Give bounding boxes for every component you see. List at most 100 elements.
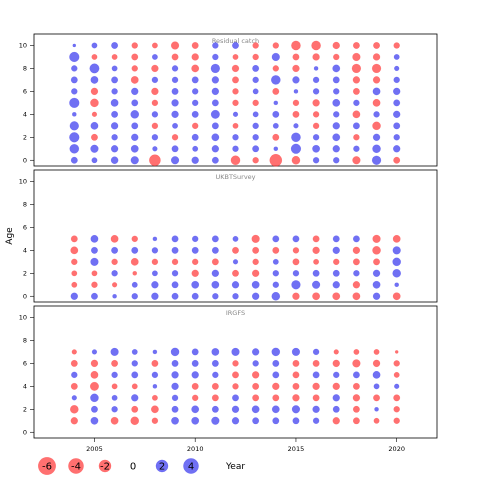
residual-bubble xyxy=(353,348,360,355)
residual-bubble xyxy=(232,394,239,402)
residual-bubble xyxy=(312,53,320,61)
residual-bubble xyxy=(312,371,320,379)
residual-bubble xyxy=(393,42,400,49)
residual-bubble xyxy=(211,269,220,277)
residual-bubble xyxy=(69,121,79,131)
residual-bubble xyxy=(333,111,340,118)
legend-label: -4 xyxy=(71,462,81,473)
residual-bubble xyxy=(373,258,380,266)
residual-bubble xyxy=(291,155,301,165)
residual-bubble xyxy=(91,42,98,49)
residual-bubble xyxy=(311,40,321,51)
panel-frame xyxy=(33,169,438,303)
residual-bubble xyxy=(332,292,341,301)
residual-bubble xyxy=(91,292,98,300)
residual-bubble xyxy=(191,405,200,414)
residual-bubble xyxy=(232,383,239,390)
residual-bubble xyxy=(131,42,138,49)
residual-bubble xyxy=(251,348,260,356)
residual-bubble xyxy=(71,281,78,288)
residual-bubble xyxy=(232,134,239,141)
residual-bubble xyxy=(90,98,99,108)
residual-bubble xyxy=(191,371,199,379)
residual-bubble xyxy=(170,41,180,50)
residual-bubble xyxy=(191,64,200,73)
residual-bubble xyxy=(232,235,239,242)
residual-bubble xyxy=(252,157,259,164)
residual-bubble xyxy=(171,258,179,266)
residual-bubble xyxy=(332,76,340,84)
residual-bubble xyxy=(392,257,401,267)
residual-bubble xyxy=(149,154,161,167)
residual-bubble xyxy=(192,145,199,152)
residual-bubble xyxy=(252,246,260,254)
residual-bubble xyxy=(232,99,239,107)
residual-bubble xyxy=(292,99,300,107)
residual-bubble xyxy=(393,99,401,107)
y-tick-label: 0 xyxy=(23,428,27,436)
residual-bubble xyxy=(272,258,279,265)
residual-bubble xyxy=(332,64,341,73)
residual-bubble xyxy=(90,257,99,266)
legend-bubble xyxy=(38,457,56,475)
y-tick-label: 10 xyxy=(19,177,27,185)
residual-bubble xyxy=(70,156,78,164)
residual-bubble xyxy=(252,134,259,141)
residual-bubble xyxy=(251,269,260,277)
residual-bubble xyxy=(70,359,78,367)
residual-bubble xyxy=(353,99,360,107)
residual-bubble xyxy=(292,110,300,118)
residual-bubble xyxy=(313,66,319,71)
residual-bubble xyxy=(272,133,280,141)
residual-bubble xyxy=(151,247,159,254)
residual-bubble xyxy=(151,359,159,367)
residual-bubble xyxy=(90,393,99,403)
residual-bubble xyxy=(130,156,139,165)
residual-bubble xyxy=(171,145,179,153)
residual-bubble xyxy=(271,347,281,357)
residual-bubble xyxy=(211,87,220,96)
residual-bubble xyxy=(272,281,279,288)
residual-bubble xyxy=(393,76,400,84)
residual-bubble xyxy=(131,53,139,61)
residual-bubble xyxy=(312,394,320,402)
residual-bubble xyxy=(352,76,361,84)
residual-bubble xyxy=(191,122,199,130)
residual-bubble xyxy=(72,112,77,117)
residual-bubble xyxy=(252,111,259,118)
residual-bubble xyxy=(211,122,219,130)
residual-bubble xyxy=(393,54,400,60)
y-tick-label: 0 xyxy=(23,292,27,300)
residual-bubble xyxy=(292,53,300,61)
residual-bubble xyxy=(91,270,98,277)
y-tick-label: 0 xyxy=(23,156,27,164)
residual-bubble xyxy=(151,99,159,107)
residual-bubble xyxy=(171,394,179,402)
residual-bubble xyxy=(211,246,219,254)
residual-bubble xyxy=(111,54,118,60)
residual-bubble xyxy=(191,76,199,84)
residual-bubble xyxy=(151,417,159,424)
residual-bubble xyxy=(232,293,239,300)
legend-label: 2 xyxy=(159,462,165,473)
residual-bubble xyxy=(312,76,320,84)
residual-bubble xyxy=(70,405,79,414)
residual-bubble xyxy=(292,64,300,73)
y-tick-label: 2 xyxy=(23,405,27,413)
y-tick-label: 10 xyxy=(19,313,27,321)
residual-bubble xyxy=(312,246,320,255)
residual-bubble xyxy=(232,246,239,254)
residual-bubble xyxy=(191,382,199,390)
residual-bubble xyxy=(211,235,219,243)
residual-bubble xyxy=(332,98,341,107)
residual-bubble xyxy=(191,269,199,277)
residual-bubble xyxy=(373,42,380,49)
residual-bubble xyxy=(312,122,320,130)
residual-bubble xyxy=(171,359,179,367)
residual-bubble xyxy=(332,394,340,402)
residual-bubble xyxy=(312,292,320,301)
residual-bubble xyxy=(251,371,260,379)
residual-bubble xyxy=(332,145,340,153)
residual-bubble xyxy=(392,269,401,278)
residual-bubble xyxy=(272,235,280,243)
